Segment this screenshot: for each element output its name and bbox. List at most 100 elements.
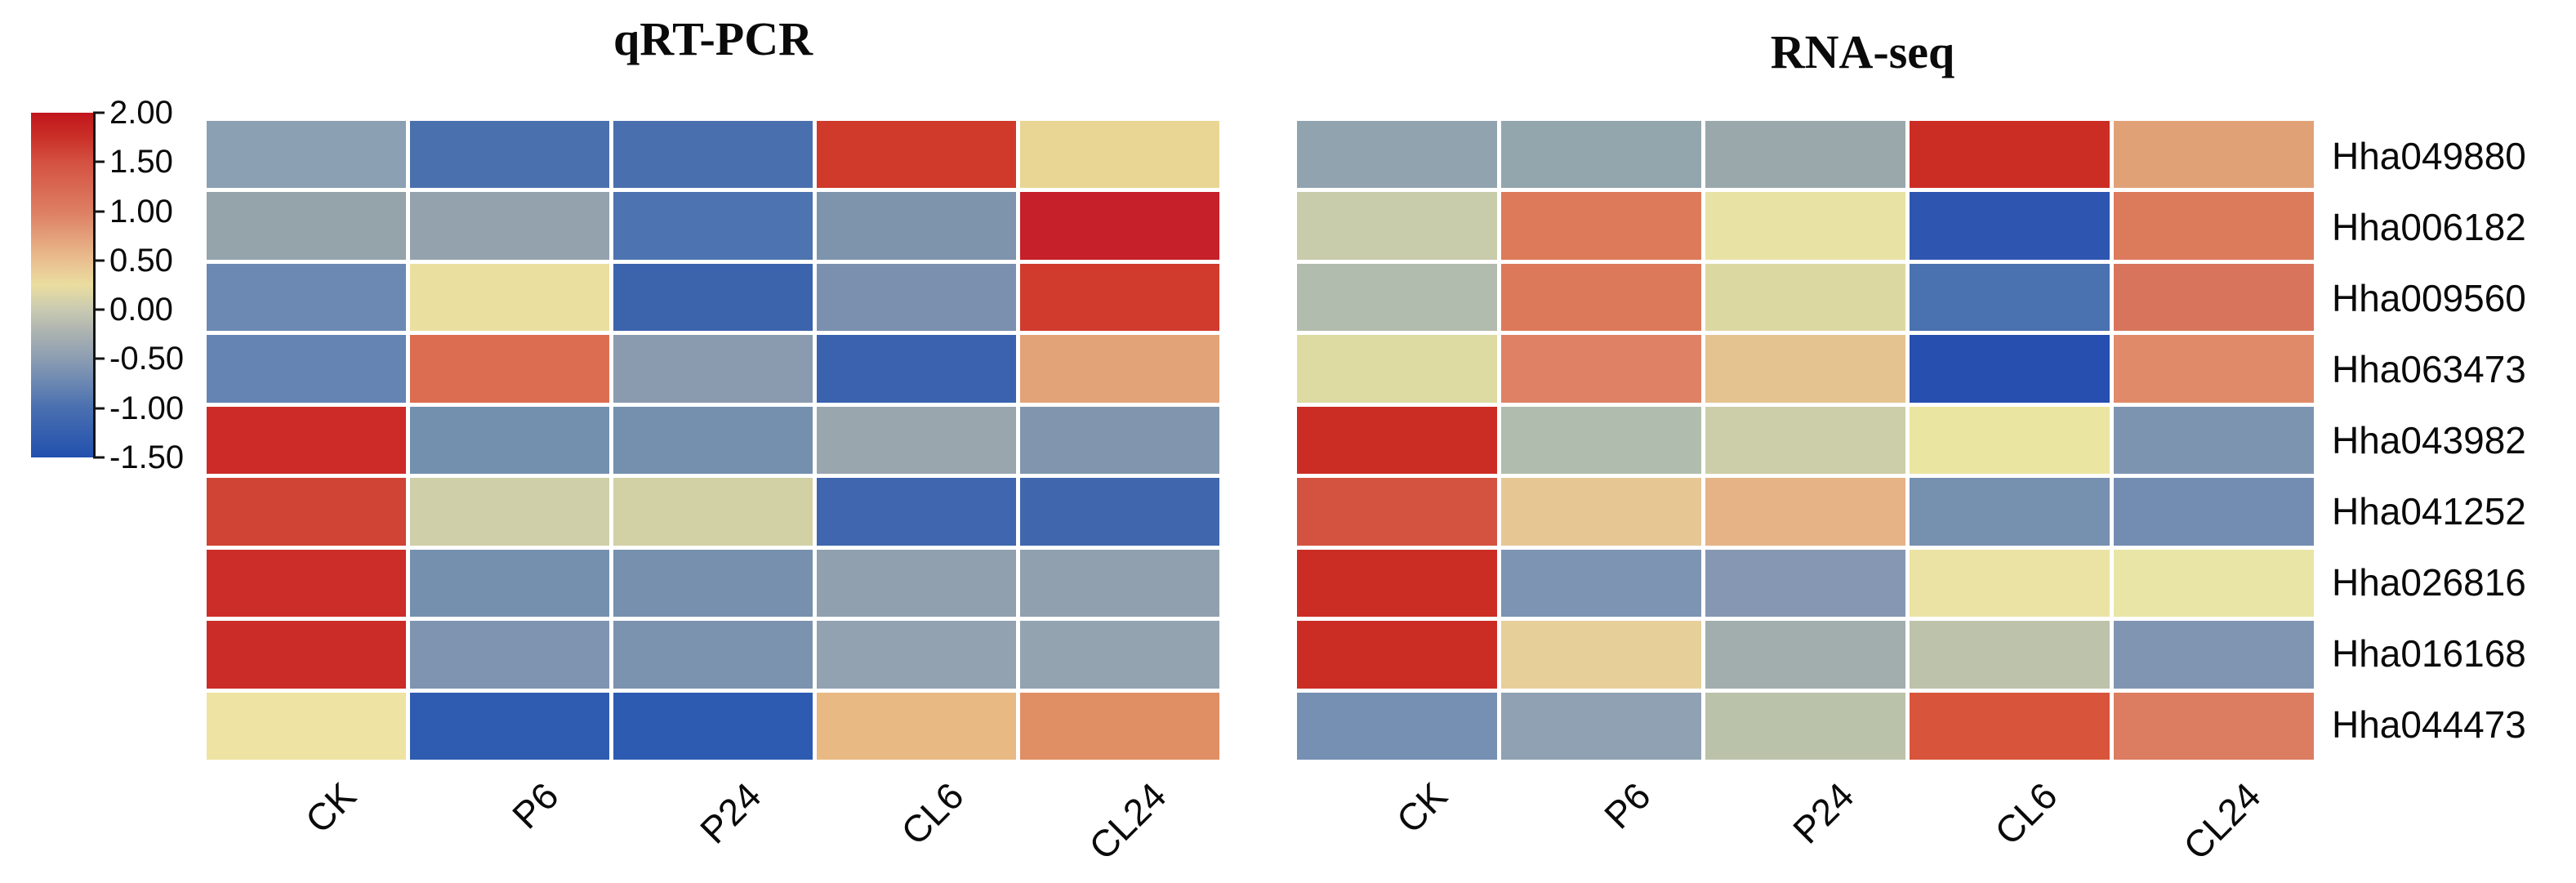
heatmap-cell-RNA-seq-Hha016168-P24 — [1705, 621, 1905, 689]
colorbar-tick — [93, 407, 105, 410]
col-label-rna-P6: P6 — [1595, 774, 1659, 837]
heatmap-cell-RNA-seq-Hha063473-CL6 — [1910, 335, 2110, 403]
col-label-qrt-CL6: CL6 — [893, 774, 972, 854]
row-label-Hha044473: Hha044473 — [2332, 702, 2526, 746]
heatmap-cell-RNA-seq-Hha043982-CL6 — [1910, 406, 2110, 475]
heatmap-cell-RNA-seq-Hha049880-CK — [1297, 121, 1497, 189]
heatmap-cell-qRT-PCR-Hha049880-P24 — [613, 121, 813, 189]
heatmap-cell-RNA-seq-Hha026816-CL6 — [1910, 549, 2110, 618]
colorbar-tick — [93, 160, 105, 163]
heatmap-cell-qRT-PCR-Hha044473-CL6 — [817, 692, 1016, 760]
heatmap-cell-qRT-PCR-Hha009560-CL24 — [1020, 263, 1219, 332]
heatmap-cell-qRT-PCR-Hha063473-CL24 — [1020, 335, 1219, 403]
heatmap-cell-RNA-seq-Hha043982-P6 — [1501, 406, 1701, 475]
heatmap-cell-qRT-PCR-Hha044473-P24 — [613, 692, 813, 760]
heatmap-cell-qRT-PCR-Hha063473-P6 — [410, 335, 609, 403]
heatmap-cell-RNA-seq-Hha044473-CK — [1297, 692, 1497, 760]
heatmap-cell-qRT-PCR-Hha041252-P6 — [410, 478, 609, 546]
row-label-Hha009560: Hha009560 — [2332, 277, 2526, 320]
heatmap-cell-RNA-seq-Hha063473-CK — [1297, 335, 1497, 403]
heatmap-cell-RNA-seq-Hha043982-CL24 — [2114, 406, 2314, 475]
heatmap-cell-RNA-seq-Hha049880-CL6 — [1910, 121, 2110, 189]
heatmap-cell-qRT-PCR-Hha044473-CK — [207, 692, 406, 760]
colorbar-tick-label: 1.50 — [109, 144, 173, 181]
colorbar-tick — [93, 456, 105, 459]
heatmap-cell-RNA-seq-Hha049880-CL24 — [2114, 121, 2314, 189]
heatmap-cell-RNA-seq-Hha041252-CK — [1297, 478, 1497, 546]
heatmap-cell-RNA-seq-Hha044473-P24 — [1705, 692, 1905, 760]
heatmap-cell-qRT-PCR-Hha026816-CL24 — [1020, 549, 1219, 618]
heatmap-cell-qRT-PCR-Hha009560-CK — [207, 263, 406, 332]
heatmap-cell-RNA-seq-Hha026816-CK — [1297, 549, 1497, 618]
row-label-Hha063473: Hha063473 — [2332, 348, 2526, 391]
heatmap-cell-qRT-PCR-Hha063473-CK — [207, 335, 406, 403]
heatmap-cell-RNA-seq-Hha041252-CL24 — [2114, 478, 2314, 546]
heatmap-cell-RNA-seq-Hha041252-P6 — [1501, 478, 1701, 546]
colorbar-tick-label: -0.50 — [109, 341, 185, 377]
heatmap-cell-qRT-PCR-Hha041252-CL24 — [1020, 478, 1219, 546]
heatmap-cell-RNA-seq-Hha006182-CK — [1297, 192, 1497, 260]
colorbar-tick-label: 0.00 — [109, 292, 173, 328]
heatmap-cell-qRT-PCR-Hha043982-CK — [207, 406, 406, 475]
heatmap-cell-qRT-PCR-Hha049880-CL6 — [817, 121, 1016, 189]
col-label-rna-CL6: CL6 — [1985, 774, 2066, 854]
heatmap-cell-RNA-seq-Hha016168-CL6 — [1910, 621, 2110, 689]
heatmap-cell-RNA-seq-Hha044473-CL6 — [1910, 692, 2110, 760]
heatmap-cell-RNA-seq-Hha009560-CL6 — [1910, 263, 2110, 332]
row-label-Hha041252: Hha041252 — [2332, 489, 2526, 533]
heatmap-cell-qRT-PCR-Hha016168-P24 — [613, 621, 813, 689]
col-label-qrt-P6: P6 — [504, 774, 567, 837]
heatmap-cell-qRT-PCR-Hha006182-CL24 — [1020, 192, 1219, 260]
heatmap-cell-qRT-PCR-Hha049880-P6 — [410, 121, 609, 189]
heatmap-cell-qRT-PCR-Hha026816-P24 — [613, 549, 813, 618]
heatmap-cell-RNA-seq-Hha063473-P24 — [1705, 335, 1905, 403]
heatmap-cell-qRT-PCR-Hha049880-CK — [207, 121, 406, 189]
heatmap-cell-qRT-PCR-Hha026816-CL6 — [817, 549, 1016, 618]
row-label-Hha016168: Hha016168 — [2332, 631, 2526, 675]
colorbar-tick — [93, 357, 105, 360]
heatmap-cell-qRT-PCR-Hha009560-P24 — [613, 263, 813, 332]
col-label-qrt-CL24: CL24 — [1081, 774, 1174, 868]
heatmap-cell-qRT-PCR-Hha043982-CL24 — [1020, 406, 1219, 475]
col-label-qrt-P24: P24 — [691, 774, 769, 852]
heatmap-cell-RNA-seq-Hha006182-CL24 — [2114, 192, 2314, 260]
heatmap-cell-RNA-seq-Hha016168-P6 — [1501, 621, 1701, 689]
heatmap-cell-qRT-PCR-Hha006182-CL6 — [817, 192, 1016, 260]
row-label-Hha049880: Hha049880 — [2332, 135, 2526, 178]
col-label-qrt-CK: CK — [296, 774, 364, 841]
heatmap-cell-qRT-PCR-Hha041252-CK — [207, 478, 406, 546]
heatmap-cell-qRT-PCR-Hha016168-CK — [207, 621, 406, 689]
heatmap-cell-RNA-seq-Hha043982-P24 — [1705, 406, 1905, 475]
heatmap-cell-qRT-PCR-Hha041252-CL6 — [817, 478, 1016, 546]
col-label-rna-CK: CK — [1388, 774, 1455, 841]
heatmap-cell-qRT-PCR-Hha043982-P24 — [613, 406, 813, 475]
colorbar-tick — [93, 259, 105, 262]
col-label-rna-CL24: CL24 — [2174, 774, 2269, 868]
heatmap-cell-RNA-seq-Hha049880-P24 — [1705, 121, 1905, 189]
heatmap-cell-RNA-seq-Hha006182-P6 — [1501, 192, 1701, 260]
heatmap-cell-RNA-seq-Hha016168-CL24 — [2114, 621, 2314, 689]
heatmap-cell-RNA-seq-Hha016168-CK — [1297, 621, 1497, 689]
row-label-Hha026816: Hha026816 — [2332, 560, 2526, 604]
qrt-pcr-title: qRT-PCR — [613, 12, 813, 65]
heatmap-cell-qRT-PCR-Hha044473-P6 — [410, 692, 609, 760]
heatmap-cell-RNA-seq-Hha026816-P24 — [1705, 549, 1905, 618]
rna-seq-heatmap — [1297, 121, 2314, 760]
heatmap-cell-RNA-seq-Hha044473-CL24 — [2114, 692, 2314, 760]
heatmap-cell-qRT-PCR-Hha006182-P6 — [410, 192, 609, 260]
heatmap-cell-qRT-PCR-Hha041252-P24 — [613, 478, 813, 546]
colorbar-tick-label: -1.00 — [109, 390, 185, 426]
colorbar-tick-label: 2.00 — [109, 95, 173, 131]
heatmap-cell-RNA-seq-Hha063473-P6 — [1501, 335, 1701, 403]
heatmap-cell-qRT-PCR-Hha043982-CL6 — [817, 406, 1016, 475]
heatmap-cell-qRT-PCR-Hha026816-CK — [207, 549, 406, 618]
heatmap-cell-qRT-PCR-Hha063473-P24 — [613, 335, 813, 403]
colorbar-tick-label: -1.50 — [109, 439, 185, 475]
heatmap-cell-RNA-seq-Hha044473-P6 — [1501, 692, 1701, 760]
row-label-Hha043982: Hha043982 — [2332, 419, 2526, 462]
rna-seq-title: RNA-seq — [1770, 25, 1955, 78]
heatmap-cell-qRT-PCR-Hha009560-P6 — [410, 263, 609, 332]
heatmap-cell-RNA-seq-Hha041252-P24 — [1705, 478, 1905, 546]
qrt-pcr-heatmap — [207, 121, 1219, 760]
